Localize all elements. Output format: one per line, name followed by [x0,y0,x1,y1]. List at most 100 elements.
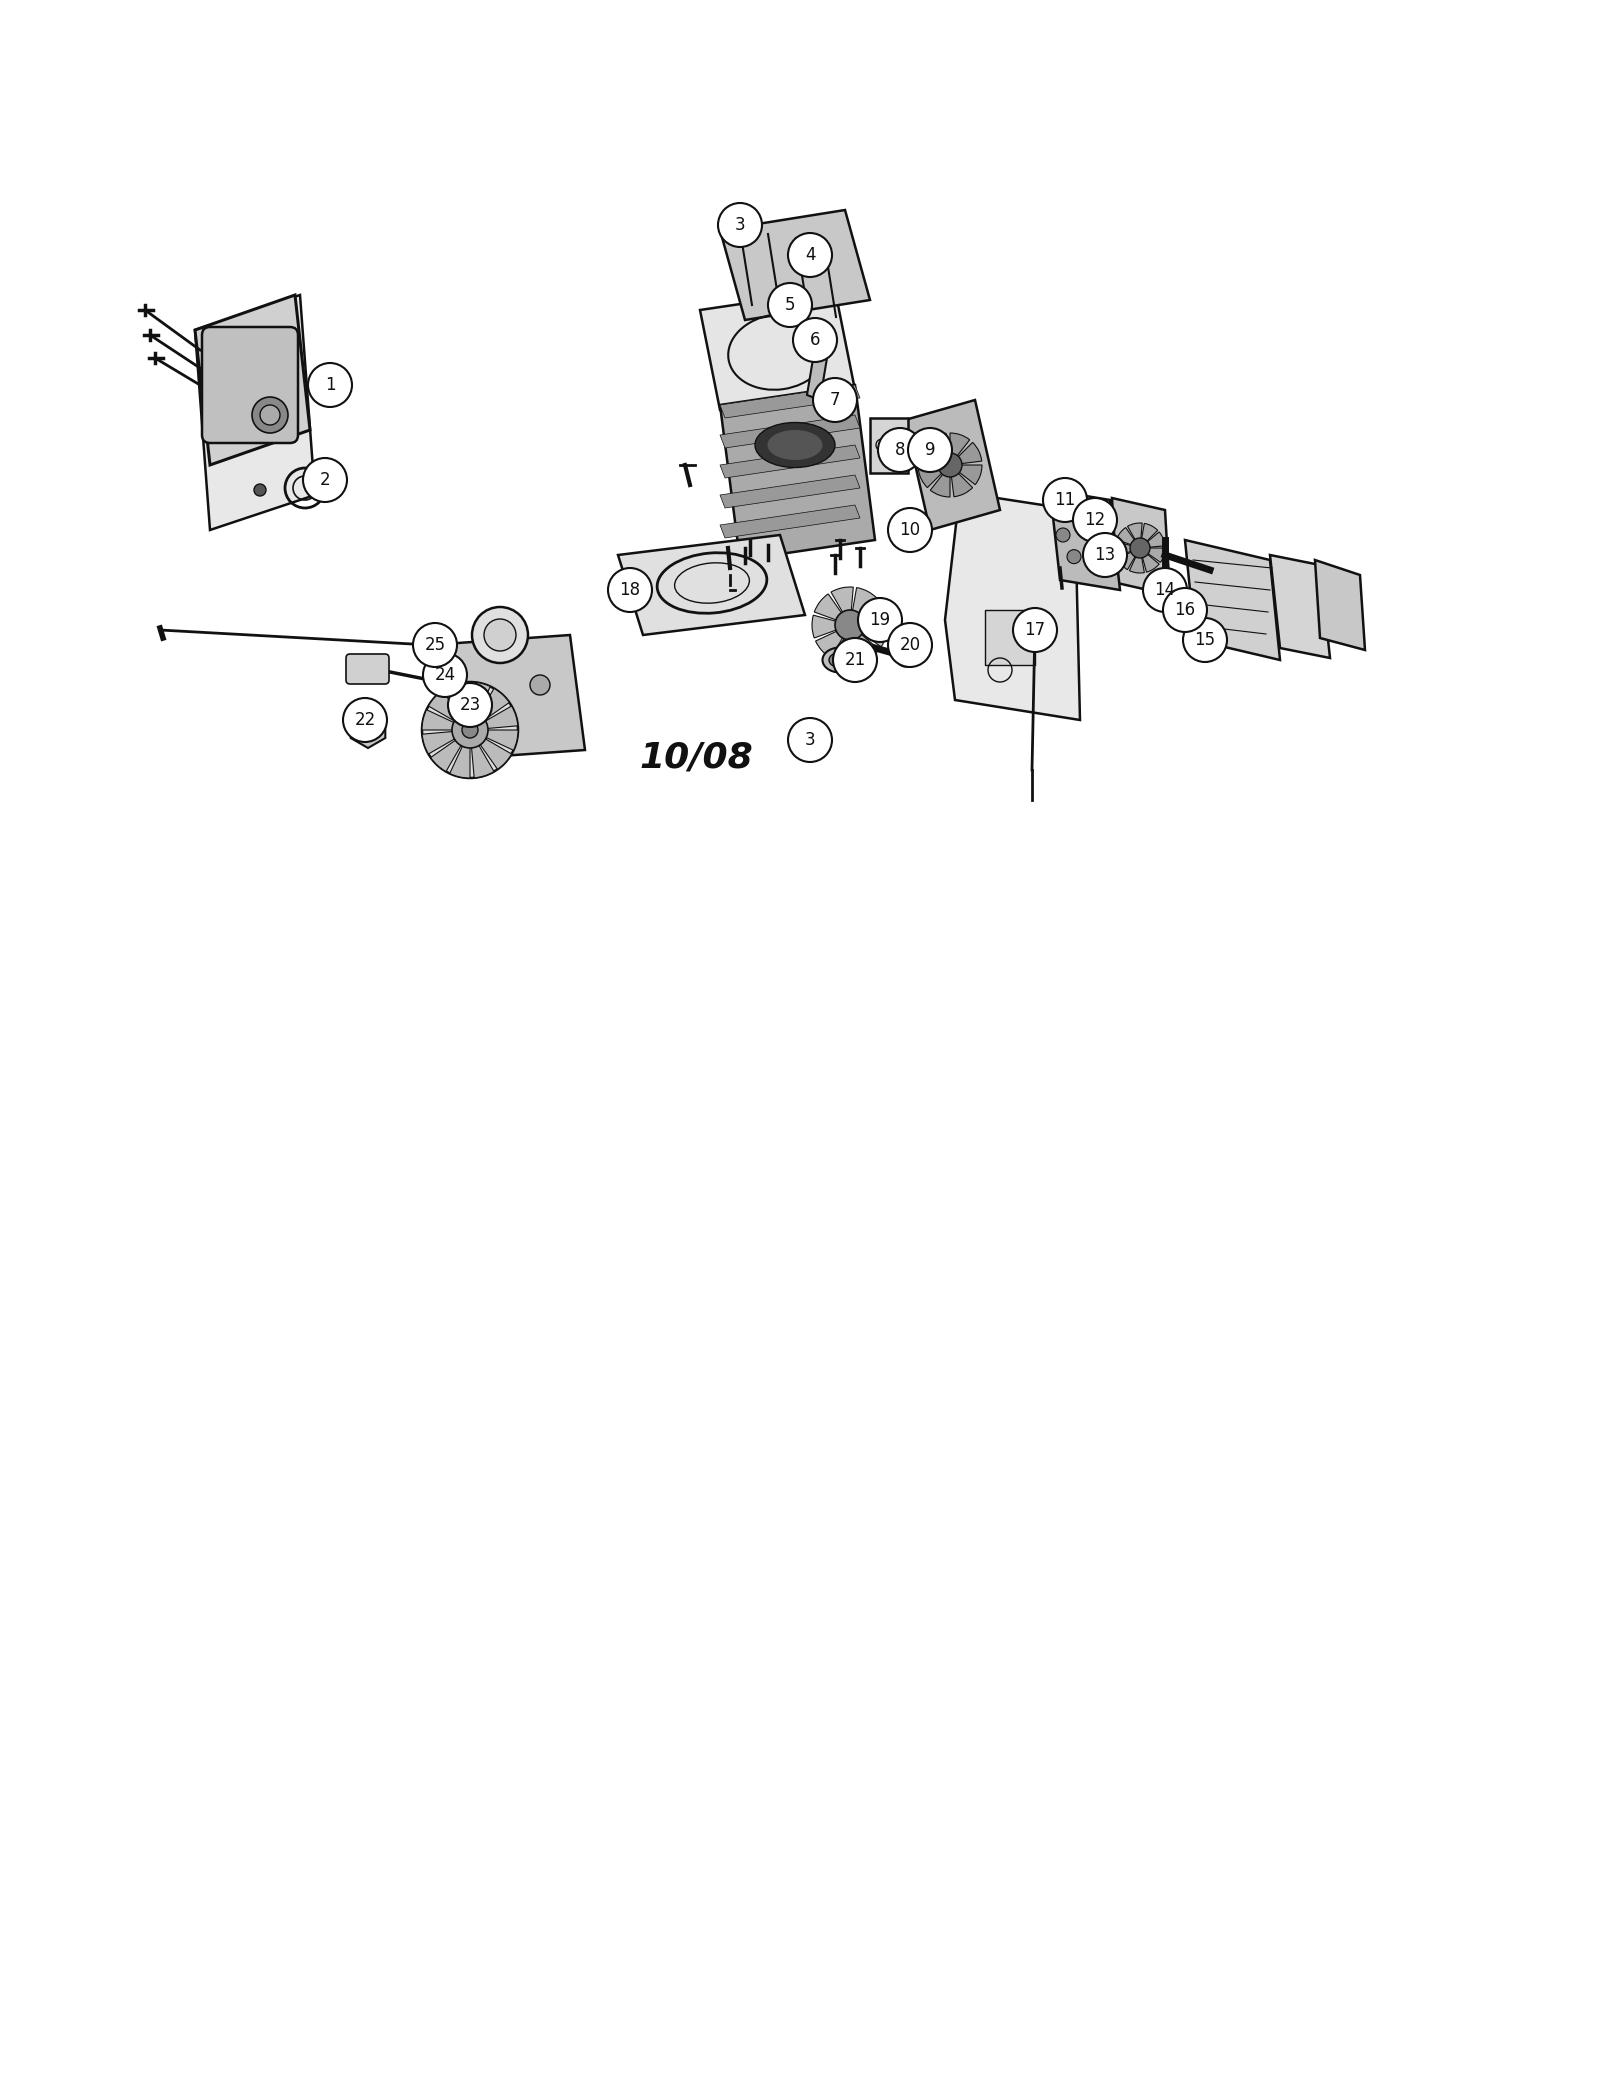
Text: 20: 20 [899,637,920,654]
Wedge shape [950,434,970,465]
Circle shape [445,681,466,699]
FancyBboxPatch shape [346,654,389,685]
Wedge shape [1139,548,1165,562]
Wedge shape [950,465,973,496]
Circle shape [787,232,832,276]
Circle shape [1074,498,1117,542]
Polygon shape [701,290,854,411]
Circle shape [1067,550,1082,564]
Wedge shape [813,614,850,637]
Circle shape [254,483,266,496]
Circle shape [1056,527,1070,542]
Polygon shape [806,334,830,400]
Circle shape [413,622,458,666]
Circle shape [794,317,837,361]
Circle shape [342,697,387,743]
Circle shape [1163,587,1206,633]
Wedge shape [470,683,490,730]
Wedge shape [450,730,470,778]
Wedge shape [422,710,470,730]
Wedge shape [1130,548,1144,573]
Wedge shape [918,446,950,465]
Circle shape [909,427,952,471]
Circle shape [422,683,518,778]
Wedge shape [830,587,853,625]
Wedge shape [470,730,512,770]
Circle shape [422,654,467,697]
Wedge shape [850,587,877,625]
Text: 22: 22 [354,712,376,728]
Wedge shape [814,593,850,625]
Circle shape [834,637,877,683]
Text: 24: 24 [435,666,456,685]
Circle shape [1083,533,1126,577]
Circle shape [307,363,352,407]
Circle shape [718,203,762,247]
Text: 5: 5 [784,297,795,313]
Wedge shape [470,730,494,778]
Wedge shape [430,730,470,772]
Text: 14: 14 [1155,581,1176,600]
Circle shape [453,712,488,747]
Wedge shape [1139,548,1158,573]
Wedge shape [930,465,950,498]
Bar [986,610,1035,664]
Circle shape [485,735,506,755]
Polygon shape [195,295,310,465]
Circle shape [358,718,378,739]
FancyBboxPatch shape [202,328,298,442]
Wedge shape [1117,527,1139,548]
Circle shape [938,452,962,477]
Circle shape [253,396,288,434]
Wedge shape [1115,542,1139,556]
Text: 10/08: 10/08 [638,741,754,774]
Circle shape [787,718,832,762]
Wedge shape [1117,548,1139,571]
Circle shape [259,405,280,425]
Circle shape [1043,477,1086,523]
Wedge shape [850,625,888,647]
Polygon shape [720,475,861,508]
Circle shape [878,427,922,471]
Circle shape [462,722,478,739]
Text: 1: 1 [325,376,336,394]
Wedge shape [816,625,850,658]
Circle shape [1101,527,1114,542]
Wedge shape [1128,523,1142,548]
Wedge shape [1139,523,1158,548]
Text: 16: 16 [1174,602,1195,618]
Polygon shape [720,210,870,320]
Circle shape [858,598,902,641]
Text: 3: 3 [805,730,816,749]
Circle shape [1142,569,1187,612]
Text: 3: 3 [734,216,746,234]
Text: 19: 19 [869,610,891,629]
Text: 17: 17 [1024,620,1045,639]
Polygon shape [195,295,315,529]
Circle shape [1013,608,1058,652]
Polygon shape [1315,560,1365,649]
Circle shape [1090,506,1102,521]
Ellipse shape [822,647,858,672]
Text: 12: 12 [1085,510,1106,529]
Polygon shape [720,415,861,448]
Circle shape [1090,550,1102,564]
Text: 18: 18 [619,581,640,600]
Circle shape [1130,537,1150,558]
Text: 11: 11 [1054,492,1075,508]
Circle shape [472,608,528,664]
Text: 25: 25 [424,637,445,654]
Circle shape [302,459,347,502]
Wedge shape [950,465,982,486]
Wedge shape [850,625,878,662]
Circle shape [483,618,515,652]
Circle shape [608,569,653,612]
Ellipse shape [755,423,835,467]
Polygon shape [720,386,875,560]
Text: 4: 4 [805,247,816,264]
Circle shape [1067,506,1082,521]
Circle shape [448,683,493,726]
Text: 8: 8 [894,442,906,459]
Text: 7: 7 [830,390,840,409]
Polygon shape [430,635,586,759]
